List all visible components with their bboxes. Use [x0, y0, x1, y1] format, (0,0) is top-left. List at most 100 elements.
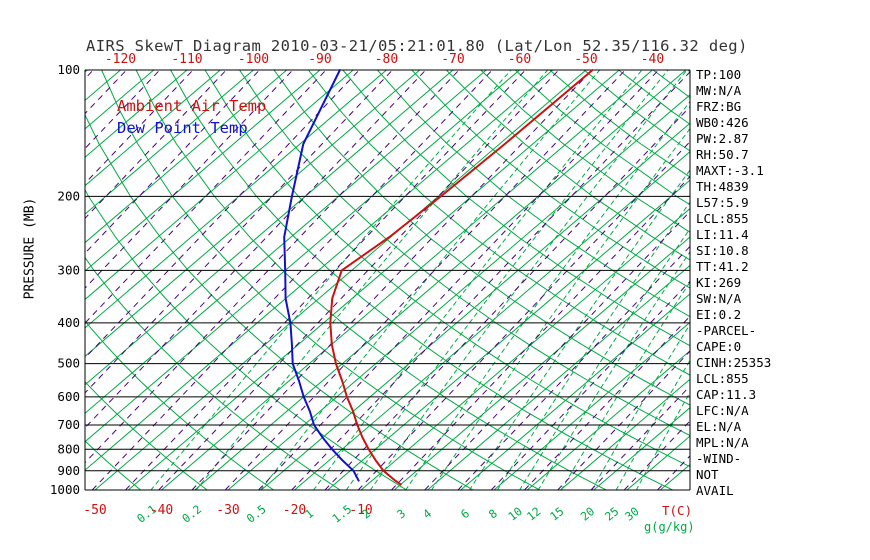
moist-adiabat-line [85, 70, 327, 324]
mixing-ratio-line [431, 127, 690, 490]
moist-adiabat-line [85, 70, 427, 429]
pressure-tick-label: 400 [57, 315, 80, 330]
moist-adiabat-line [490, 280, 690, 490]
stats-line: MPL:N/A [696, 435, 749, 450]
stats-line: LCL:855 [696, 211, 749, 226]
top-temp-tick-label: -60 [508, 52, 531, 67]
stats-line: PW:2.87 [696, 131, 749, 146]
dry-adiabat-line [480, 70, 690, 233]
moist-adiabat-line [324, 106, 690, 490]
moist-adiabat-line [85, 70, 294, 289]
mixing-ratio-tick-label: 20 [578, 504, 598, 524]
mixing-ratio-tick-label: 1 [302, 506, 316, 521]
mixing-ratio-line [469, 169, 690, 490]
isotherm-line [294, 151, 690, 490]
top-temp-tick-label: -110 [171, 52, 202, 67]
isotherm-line [85, 70, 454, 386]
legend-ambient-air-temp: Ambient Air Temp [117, 97, 267, 115]
moist-adiabat-line [85, 70, 360, 359]
dry-adiabat-line [445, 70, 690, 261]
stats-line: L57:5.9 [696, 195, 749, 210]
mixing-ratio-tick-label: 3 [394, 506, 408, 521]
isotherm-line [85, 70, 288, 244]
stats-line: RH:50.7 [696, 147, 749, 162]
dry-adiabat-line [85, 381, 208, 490]
top-temp-tick-label: -100 [238, 52, 269, 67]
dry-adiabat-line [342, 70, 690, 347]
dry-adiabat-line [85, 113, 474, 490]
bottom-temp-tick-label: -10 [349, 503, 372, 518]
stats-line: EL:N/A [696, 419, 742, 434]
mixing-ratio-tick-label: 15 [547, 504, 567, 524]
mixing-ratio-line [519, 227, 690, 490]
mixing-ratio-tick-label: 4 [420, 506, 434, 521]
stats-line: LFC:N/A [696, 403, 749, 418]
isotherm-line [194, 70, 687, 490]
isotherm-line [85, 70, 354, 301]
bottom-temp-tick-label: -40 [150, 503, 173, 518]
plot-grid [85, 70, 690, 490]
stats-line: TP:100 [696, 67, 742, 82]
mixing-ratio-line [150, 70, 512, 490]
top-temp-tick-label: -50 [574, 52, 597, 67]
stats-line: NOT [696, 467, 719, 482]
dry-adiabat-line [85, 188, 408, 490]
moist-adiabat-line [457, 245, 690, 490]
stats-line: SW:N/A [696, 291, 742, 306]
moist-adiabat-line [85, 70, 460, 464]
mixing-ratio-tick-label: 6 [458, 506, 472, 521]
moist-adiabat-line [158, 70, 560, 490]
dry-adiabat-line [101, 70, 541, 490]
top-temp-tick-label: -120 [105, 52, 136, 67]
isotherm-line [85, 70, 520, 443]
ambient-temp-trace [329, 69, 594, 486]
stats-line: KI:269 [696, 275, 742, 290]
top-temp-tick-label: -70 [441, 52, 464, 67]
stats-line: TT:41.2 [696, 259, 749, 274]
temp-unit-label: T(C) [662, 503, 693, 518]
mixing-ratio-unit-label: g(g/kg) [644, 520, 695, 534]
chart-title: AIRS SkewT Diagram 2010-03-21/05:21:01.8… [86, 37, 748, 55]
mixing-ratio-line [615, 359, 690, 490]
isotherm-line [85, 70, 321, 272]
stats-line: LCL:855 [696, 371, 749, 386]
mixing-ratio-line [313, 70, 643, 490]
pressure-tick-label: 300 [57, 262, 80, 277]
bottom-temp-tick-label: -30 [216, 503, 239, 518]
stats-line: CAP:11.3 [696, 387, 757, 402]
dry-adiabat-line [239, 70, 690, 437]
top-temp-tick-label: -90 [308, 52, 331, 67]
isotherm-line [327, 179, 690, 490]
pressure-axis-label: PRESSURE (MB) [22, 197, 38, 300]
dry-adiabat-line [170, 70, 674, 490]
isotherm-line [393, 236, 690, 490]
stats-line: FRZ:BG [696, 99, 742, 114]
isotherm-line [85, 70, 254, 215]
isotherm-line [85, 70, 188, 158]
mixing-ratio-line [260, 70, 601, 490]
pressure-tick-label: 200 [57, 188, 80, 203]
dry-adiabat-line [85, 320, 275, 490]
stats-line: -WIND- [696, 451, 742, 466]
mixing-ratio-line [369, 70, 688, 490]
dry-adiabat-line [376, 70, 690, 318]
dew-point-trace [283, 69, 360, 482]
mixing-ratio-tick-label: 12 [524, 504, 544, 524]
moist-adiabat-line [91, 70, 493, 490]
stats-line: -PARCEL- [696, 323, 757, 338]
dry-adiabat-line [204, 70, 690, 468]
stats-line: CINH:25353 [696, 355, 772, 370]
stats-line: MAXT:-3.1 [696, 163, 764, 178]
stats-panel: TP:100 MW:N/A FRZ:BG WB0:426 PW:2.87 RH:50.7 M… [696, 67, 771, 499]
moist-adiabat-line [85, 70, 393, 394]
moist-adiabat-line [125, 70, 526, 490]
stats-line: CAPE:0 [696, 339, 742, 354]
isotherm-line [127, 70, 620, 490]
pressure-tick-label: 1000 [50, 482, 80, 497]
isotherm-line [427, 264, 690, 490]
mixing-ratio-tick-label: 8 [486, 506, 500, 521]
dry-adiabat-line [85, 256, 341, 490]
mixing-ratio-line [635, 391, 690, 490]
